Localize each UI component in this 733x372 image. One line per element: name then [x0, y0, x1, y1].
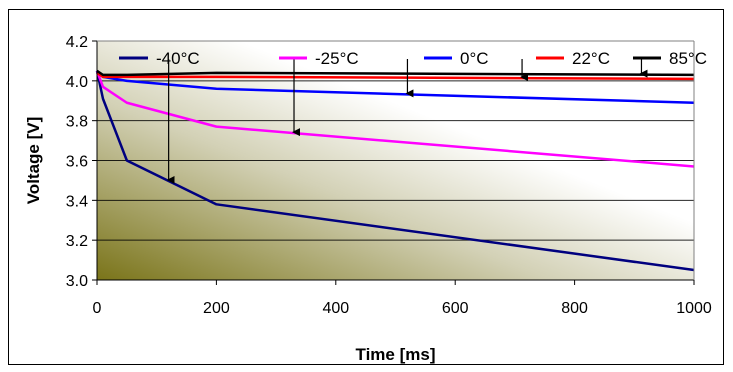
y-tick-label: 3.6 [66, 154, 88, 171]
y-tick-label: 4.0 [66, 74, 88, 91]
series-arrows [166, 59, 648, 184]
x-tick-label: 800 [561, 300, 588, 317]
y-tick-label: 3.0 [66, 273, 88, 290]
y-axis-title: Voltage [V] [24, 117, 43, 205]
y-tick-label: 4.2 [66, 34, 88, 51]
x-axis-title: Time [ms] [356, 345, 436, 364]
series-line [95, 70, 695, 272]
legend-label: -40°C [156, 49, 200, 68]
legend-label: 0°C [460, 49, 489, 68]
series-lines [95, 69, 695, 272]
series-line [95, 70, 695, 168]
legend-label: -25°C [315, 49, 359, 68]
y-tick-label: 3.2 [66, 233, 88, 250]
x-tick-label: 600 [442, 300, 469, 317]
y-tick-label: 3.4 [66, 193, 88, 210]
voltage-chart: 3.0 3.2 3.4 3.6 3.8 4.0 4.2 0 200 400 600 800 1000 -… [24, 34, 712, 364]
legend: -40°C -25°C 0°C 22°C 85°C [119, 49, 707, 68]
series-line [96, 71, 695, 81]
y-tick-label: 3.8 [66, 114, 88, 131]
x-tick-label: 1000 [676, 300, 712, 317]
axes [92, 40, 695, 285]
legend-label: 22°C [572, 49, 610, 68]
x-tick-label: 0 [93, 300, 102, 317]
x-tick-label: 400 [322, 300, 349, 317]
x-tick-label: 200 [203, 300, 230, 317]
tick-labels: 3.0 3.2 3.4 3.6 3.8 4.0 4.2 0 200 400 600 800 1000 [66, 34, 712, 317]
series-line [96, 69, 695, 77]
chart-frame: 3.0 3.2 3.4 3.6 3.8 4.0 4.2 0 200 400 600 800 1000 -… [8, 9, 724, 365]
legend-label: 85°C [669, 49, 707, 68]
